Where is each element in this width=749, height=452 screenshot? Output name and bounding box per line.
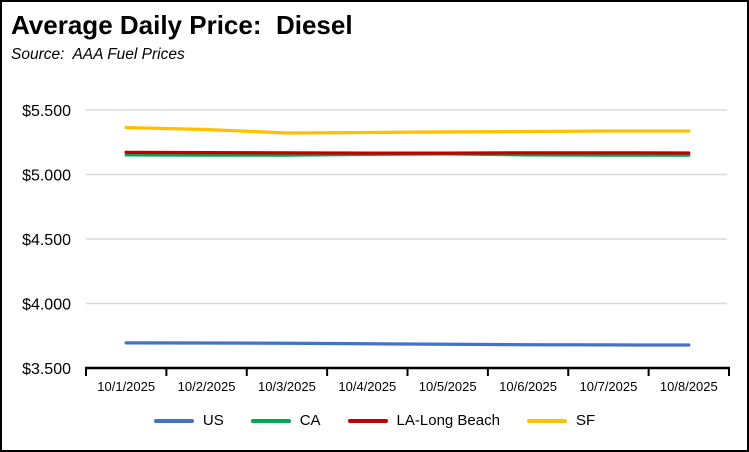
series-line-us: [124, 341, 691, 347]
x-axis-label: 10/2/2025: [178, 379, 236, 394]
y-axis-label: $3.500: [22, 361, 71, 378]
legend-item-la-long-beach: LA-Long Beach: [347, 412, 500, 429]
legend: US CA LA-Long Beach SF: [2, 412, 747, 429]
x-axis-label: 10/6/2025: [499, 379, 557, 394]
x-axis-label: 10/1/2025: [97, 379, 155, 394]
legend-label: US: [202, 412, 224, 429]
x-axis-label: 10/5/2025: [419, 379, 477, 394]
legend-label: CA: [299, 412, 321, 429]
chart-source: Source: AAA Fuel Prices: [11, 46, 185, 63]
series-line-la-long-beach: [124, 150, 691, 155]
legend-label: SF: [575, 412, 596, 429]
x-axis-label: 10/3/2025: [258, 379, 316, 394]
series-line-sf: [124, 125, 691, 135]
legend-line-swatch: [347, 418, 388, 423]
legend-line-swatch: [526, 418, 567, 423]
legend-item-us: US: [153, 412, 224, 429]
legend-item-sf: SF: [526, 412, 596, 429]
legend-line-swatch: [153, 418, 194, 423]
x-axis-label: 10/4/2025: [338, 379, 396, 394]
chart-title: Average Daily Price: Diesel: [11, 10, 353, 40]
legend-line-swatch: [250, 418, 291, 423]
legend-item-ca: CA: [250, 412, 321, 429]
y-axis-label: $4.500: [22, 232, 71, 249]
legend-label: LA-Long Beach: [396, 412, 500, 429]
x-axis-label: 10/8/2025: [660, 379, 718, 394]
x-axis-label: 10/7/2025: [580, 379, 638, 394]
y-axis-label: $5.500: [22, 103, 71, 120]
y-axis-label: $5.000: [22, 168, 71, 185]
y-axis-label: $4.000: [22, 297, 71, 314]
